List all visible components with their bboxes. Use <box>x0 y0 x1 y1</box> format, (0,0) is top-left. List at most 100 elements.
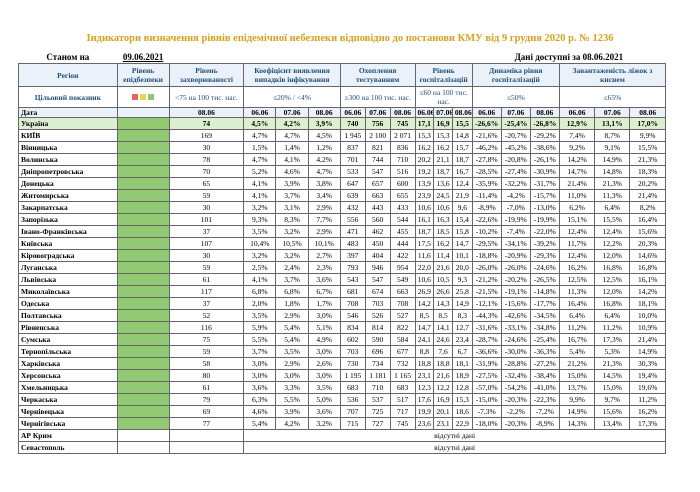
indicator-value: 3,1% <box>275 201 309 214</box>
indicator-value: 10,1 <box>451 249 473 262</box>
indicator-value: 745 <box>389 417 416 430</box>
indicator-value: -39,2% <box>529 237 560 250</box>
indicator-value: 6,4% <box>558 309 596 322</box>
indicator-value: 12,4% <box>594 225 631 238</box>
indicator-value: 16,4% <box>629 213 666 226</box>
indicator-value: 15,3 <box>451 393 473 406</box>
date-label: Дата <box>18 107 118 118</box>
indicator-value: 834 <box>339 321 366 334</box>
indicator-value: 946 <box>364 261 391 274</box>
epidemic-level <box>116 381 170 394</box>
table-row: Житомирська 59 4,1% 3,7% 3,4% 639 663 655 23,9 24… <box>18 189 666 202</box>
indicator-value: 9,2% <box>558 141 596 154</box>
date-header: 08.06 <box>307 107 341 118</box>
target-value: ≤50% <box>471 86 560 108</box>
indicator-value: 19,4% <box>629 369 666 382</box>
indicator-value: 725 <box>364 405 391 418</box>
indicator-value: 13,1% <box>594 117 631 130</box>
indicator-value: 8,5 <box>414 309 435 322</box>
indicator-value: 37 <box>168 297 245 310</box>
column-header: Регіон <box>18 63 118 87</box>
indicator-value: 730 <box>339 357 366 370</box>
indicator-value: 15,4 <box>451 213 473 226</box>
level-swatch <box>148 93 155 100</box>
indicator-value: 30 <box>168 249 245 262</box>
date-header: 08.06 <box>168 107 245 118</box>
indicator-value: 12,2 <box>433 381 453 394</box>
indicator-value: 462 <box>364 225 391 238</box>
indicator-value: 59 <box>168 189 245 202</box>
indicator-value: 602 <box>339 333 366 346</box>
indicator-value: 16,1% <box>629 273 666 286</box>
indicator-value: 26,9 <box>414 285 435 298</box>
indicator-value: 30 <box>168 141 245 154</box>
indicator-value: 3,5% <box>307 381 341 394</box>
indicator-value: 2 100 <box>364 129 391 142</box>
indicator-value: 20,2% <box>629 177 666 190</box>
indicator-value: 432 <box>339 201 366 214</box>
indicator-value: 4,2% <box>307 153 341 166</box>
indicator-value: 23,4 <box>451 333 473 346</box>
indicator-value: 15,6% <box>594 405 631 418</box>
indicator-value: 1 181 <box>364 369 391 382</box>
indicator-value: -28,5% <box>471 165 502 178</box>
region-name: Україна <box>18 117 118 130</box>
indicator-value: 8,3% <box>275 213 309 226</box>
indicator-value: 77 <box>168 417 245 430</box>
indicator-value: 12,4% <box>558 225 596 238</box>
indicator-value: 647 <box>339 177 366 190</box>
indicator-value: 443 <box>364 201 391 214</box>
indicator-value: -25,4% <box>500 117 531 130</box>
indicator-value: -30,0% <box>500 345 531 358</box>
indicator-value: 533 <box>339 165 366 178</box>
indicator-value: 814 <box>364 321 391 334</box>
region-name: Полтавська <box>18 309 118 322</box>
indicator-value: 3,9% <box>307 117 341 130</box>
indicator-value: 3,7% <box>275 273 309 286</box>
indicator-value: -7,2% <box>529 405 560 418</box>
indicator-value: 14,2% <box>629 285 666 298</box>
indicator-value: -20,3% <box>500 393 531 406</box>
indicator-value: -38,6% <box>529 141 560 154</box>
epidemic-level <box>116 321 170 334</box>
indicator-value: 17,6 <box>414 393 435 406</box>
epidemic-level <box>116 333 170 346</box>
indicator-value: 707 <box>339 405 366 418</box>
indicator-value: 16,4% <box>558 297 596 310</box>
indicator-value: 732 <box>389 357 416 370</box>
indicator-value: -26,0% <box>500 261 531 274</box>
indicator-value: 12,0% <box>594 249 631 262</box>
indicator-value: 2 071 <box>389 129 416 142</box>
indicator-value: 560 <box>364 213 391 226</box>
indicator-value: 79 <box>168 393 245 406</box>
date-header: 07.06 <box>364 107 391 118</box>
indicator-value: 954 <box>389 261 416 274</box>
column-header: Рівень госпіталізацій <box>414 63 473 87</box>
indicator-value: 3,0% <box>243 357 277 370</box>
indicator-value: -22,6% <box>471 213 502 226</box>
indicator-value: 23,1 <box>414 369 435 382</box>
indicator-value: -15,7% <box>529 189 560 202</box>
indicator-value: 15,5% <box>594 213 631 226</box>
indicator-value: 21,3% <box>629 153 666 166</box>
indicator-value: -41,0% <box>529 381 560 394</box>
indicator-value: 20,0 <box>451 261 473 274</box>
indicator-value: 6,2% <box>558 201 596 214</box>
indicator-value: 4,1% <box>243 177 277 190</box>
indicator-value: 1,7% <box>307 297 341 310</box>
indicator-value: 8,7% <box>594 129 631 142</box>
indicator-value: -31,7% <box>529 177 560 190</box>
indicator-value: -4,2% <box>500 189 531 202</box>
indicator-value: 12,5% <box>594 273 631 286</box>
indicator-value: 12,9% <box>558 117 596 130</box>
empty-cell <box>116 429 170 442</box>
indicator-value: 4,1% <box>275 153 309 166</box>
indicator-value: 20,3% <box>629 237 666 250</box>
region-name: КИЇВ <box>18 129 118 142</box>
title: Індикатори визначення рівнів епідемічної… <box>86 33 614 44</box>
indicator-value: -57,0% <box>471 381 502 394</box>
indicator-value: -29,2% <box>529 129 560 142</box>
indicator-value: 590 <box>364 333 391 346</box>
indicator-value: -14,8% <box>529 285 560 298</box>
